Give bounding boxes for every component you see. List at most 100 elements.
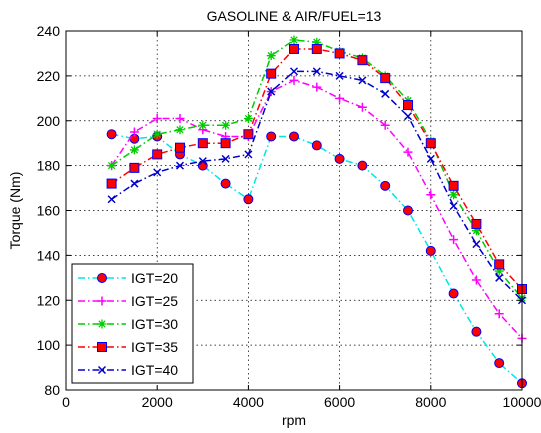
data-point-igt-30 — [221, 120, 231, 130]
data-point-igt-30 — [494, 266, 504, 276]
data-point-igt-40 — [381, 89, 390, 98]
data-point-igt-35 — [243, 129, 254, 140]
data-point-igt-40 — [267, 87, 276, 96]
data-point-igt-25 — [152, 114, 162, 124]
data-point-igt-30 — [289, 35, 299, 45]
legend-label-igt-40: IGT=40 — [131, 362, 178, 378]
legend-entry-igt-35: IGT=35 — [78, 339, 178, 355]
data-point-igt-20 — [289, 131, 299, 142]
data-point-igt-25 — [289, 75, 299, 85]
data-point-igt-20 — [403, 205, 413, 216]
data-point-igt-40 — [221, 154, 230, 163]
data-point-igt-40 — [472, 240, 481, 249]
data-point-igt-40 — [449, 201, 458, 211]
data-point-igt-25 — [335, 93, 345, 103]
x-tick-label: 4000 — [233, 394, 264, 410]
data-point-igt-25 — [380, 120, 390, 130]
data-point-igt-40 — [153, 168, 162, 177]
data-point-igt-20 — [243, 194, 254, 205]
legend-entry-igt-20: IGT=20 — [78, 270, 178, 286]
data-point-igt-40 — [130, 179, 139, 188]
data-point-igt-35 — [494, 259, 505, 270]
data-point-igt-35 — [357, 55, 368, 66]
data-point-igt-40 — [403, 112, 413, 121]
data-point-igt-20 — [266, 131, 277, 142]
data-point-igt-30 — [175, 125, 185, 135]
legend-entry-igt-30: IGT=30 — [78, 316, 178, 332]
data-point-igt-40 — [198, 157, 207, 166]
data-point-igt-35 — [448, 180, 459, 191]
data-point-igt-20 — [220, 178, 231, 189]
data-point-igt-30 — [266, 51, 276, 61]
y-tick-label: 220 — [37, 68, 61, 84]
data-point-igt-30 — [243, 114, 253, 124]
legend-box — [71, 263, 194, 384]
data-point-igt-25 — [129, 127, 139, 137]
y-tick-label: 80 — [44, 382, 60, 398]
legend-entry-igt-25: IGT=25 — [78, 293, 178, 309]
data-point-igt-30 — [312, 37, 322, 47]
data-point-igt-30 — [129, 145, 139, 155]
data-point-igt-20 — [380, 180, 391, 191]
data-point-igt-35 — [311, 43, 322, 54]
data-point-igt-40 — [358, 76, 367, 85]
legend-marker-igt-25 — [97, 296, 107, 306]
x-tick-label: 0 — [62, 394, 70, 410]
series-igt-40 — [107, 67, 527, 305]
data-point-igt-25 — [175, 114, 185, 124]
x-tick-label: 2000 — [142, 394, 173, 410]
data-point-igt-20 — [106, 129, 117, 140]
data-point-igt-20 — [425, 245, 436, 256]
data-point-igt-40 — [175, 161, 185, 170]
data-point-igt-35 — [106, 178, 117, 189]
data-point-igt-20 — [494, 358, 505, 369]
data-point-igt-35 — [152, 149, 163, 160]
data-point-igt-30 — [471, 226, 481, 236]
legend-label-igt-35: IGT=35 — [131, 339, 178, 355]
chart-title: GASOLINE & AIR/FUEL=13 — [207, 8, 382, 24]
series-igt-25 — [107, 75, 527, 343]
data-point-igt-30 — [107, 161, 117, 171]
data-point-igt-25 — [449, 235, 459, 245]
data-point-igt-20 — [334, 153, 345, 164]
data-point-igt-35 — [334, 48, 345, 59]
data-point-igt-20 — [197, 160, 208, 171]
y-tick-label: 240 — [37, 23, 61, 39]
data-point-igt-30 — [449, 190, 459, 200]
data-point-igt-25 — [426, 190, 436, 200]
y-tick-label: 100 — [37, 337, 61, 353]
data-point-igt-35 — [129, 162, 140, 173]
y-tick-label: 160 — [37, 203, 61, 219]
y-tick-label: 120 — [37, 292, 61, 308]
data-point-igt-40 — [495, 273, 504, 282]
data-point-igt-25 — [494, 309, 504, 319]
data-point-igt-35 — [175, 142, 185, 153]
legend-label-igt-25: IGT=25 — [131, 293, 178, 309]
data-point-igt-40 — [289, 67, 299, 76]
data-point-igt-35 — [289, 43, 299, 54]
x-tick-label: 6000 — [324, 394, 355, 410]
legend: IGT=20 IGT=25 IGT=30 IGT=35 IGT=40 — [71, 263, 194, 384]
grid-lines — [66, 31, 522, 390]
legend-entry-igt-40: IGT=40 — [78, 362, 178, 378]
legend-label-igt-30: IGT=30 — [131, 316, 178, 332]
x-axis-label: rpm — [282, 412, 306, 428]
y-axis-label: Torque (Nm) — [7, 172, 23, 250]
data-point-igt-40 — [244, 150, 253, 159]
data-point-igt-25 — [471, 275, 481, 285]
data-point-igt-40 — [107, 195, 116, 204]
axis-ticks: 0 2000 4000 6000 8000 10000 80 100 120 140 160 180 2… — [37, 23, 541, 410]
legend-label-igt-20: IGT=20 — [131, 270, 178, 286]
series-layer — [106, 35, 527, 389]
y-tick-label: 180 — [37, 158, 61, 174]
legend-marker-igt-30 — [97, 319, 107, 329]
series-igt-20 — [106, 129, 527, 389]
y-tick-label: 200 — [37, 113, 61, 129]
data-point-igt-40 — [335, 71, 344, 80]
data-point-igt-30 — [152, 129, 162, 139]
legend-marker-igt-35 — [97, 342, 107, 352]
data-point-igt-35 — [471, 218, 482, 229]
data-point-igt-35 — [380, 73, 391, 84]
x-tick-label: 8000 — [415, 394, 446, 410]
